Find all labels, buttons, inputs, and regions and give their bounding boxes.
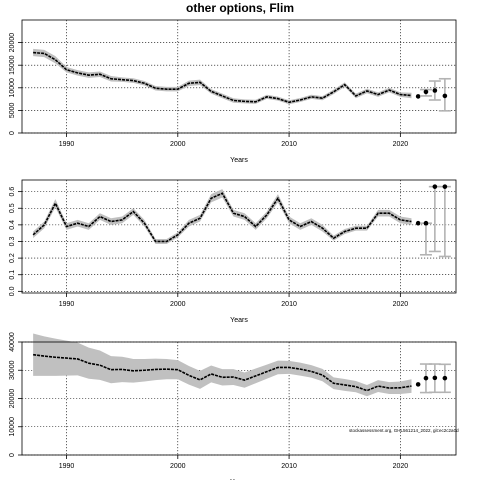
x-tick-label: 2000 bbox=[170, 141, 186, 148]
y-tick-label: 0.4 bbox=[9, 220, 16, 230]
y-tick-label: 0.2 bbox=[9, 253, 16, 263]
confidence-band bbox=[33, 189, 412, 244]
y-tick-label: 20000 bbox=[9, 389, 16, 409]
x-tick-label: 1990 bbox=[59, 463, 75, 470]
x-tick-label: 2000 bbox=[170, 301, 186, 308]
y-tick-label: 30000 bbox=[9, 360, 16, 380]
x-axis-label: Years bbox=[230, 157, 248, 164]
prediction-point bbox=[415, 382, 421, 387]
prediction-point bbox=[442, 184, 448, 189]
chart-title: other options, Flim bbox=[186, 1, 294, 15]
x-tick-label: 2010 bbox=[281, 301, 297, 308]
plot-frame bbox=[21, 19, 457, 134]
prediction-point bbox=[415, 94, 421, 99]
panel-1: 1990 2000 2010 2020 0 5000 10000 15000 20000 Year… bbox=[9, 19, 457, 164]
x-tick-label: 2010 bbox=[281, 463, 297, 470]
prediction-point bbox=[442, 93, 448, 99]
x-tick-label: 1990 bbox=[59, 301, 75, 308]
source-caption: stockassessment.org, GHL561214_2022, git… bbox=[349, 428, 459, 433]
y-tick-label: 0.1 bbox=[9, 270, 16, 280]
estimate-line bbox=[33, 51, 412, 104]
y-tick-label: 40000 bbox=[9, 332, 16, 352]
x-tick-label: 1990 bbox=[59, 141, 75, 148]
y-tick-label: 15000 bbox=[9, 55, 16, 75]
confidence-band bbox=[33, 333, 412, 397]
prediction-point bbox=[432, 88, 438, 93]
y-tick-label: 0.6 bbox=[9, 187, 16, 197]
y-tick-label: 10000 bbox=[9, 417, 16, 437]
x-tick-label: 2020 bbox=[393, 463, 409, 470]
y-tick-label: 10000 bbox=[9, 78, 16, 98]
panel-2: 1990 2000 2010 2020 0.0 0.1 0.2 0.3 0.4 0.5 0.6 Yea… bbox=[9, 179, 457, 324]
x-axis-label: Years bbox=[230, 317, 248, 324]
prediction-point bbox=[415, 220, 421, 226]
confidence-band bbox=[33, 48, 412, 105]
estimate-line bbox=[32, 192, 412, 243]
y-tick-label: 0 bbox=[9, 131, 16, 135]
x-tick-label: 2000 bbox=[170, 463, 186, 470]
x-tick-label: 2020 bbox=[393, 301, 409, 308]
y-tick-label: 5000 bbox=[9, 103, 16, 119]
y-tick-label: 0.5 bbox=[9, 203, 16, 213]
estimate-line bbox=[33, 353, 412, 392]
plot-frame bbox=[21, 179, 457, 294]
prediction-point bbox=[423, 220, 429, 226]
y-tick-label: 0.0 bbox=[9, 286, 16, 296]
y-tick-label: 0.3 bbox=[9, 237, 16, 247]
x-tick-label: 2020 bbox=[393, 141, 409, 148]
prediction-point bbox=[442, 375, 448, 381]
prediction-point bbox=[423, 375, 429, 381]
y-tick-label: 0 bbox=[9, 453, 16, 457]
prediction-point bbox=[423, 89, 429, 95]
x-tick-label: 2010 bbox=[281, 141, 297, 148]
prediction-point bbox=[432, 375, 438, 381]
prediction-point bbox=[432, 184, 438, 189]
y-tick-label: 20000 bbox=[9, 33, 16, 53]
panel-3: 1990200020102020010000200003000040000Yea… bbox=[9, 332, 457, 480]
